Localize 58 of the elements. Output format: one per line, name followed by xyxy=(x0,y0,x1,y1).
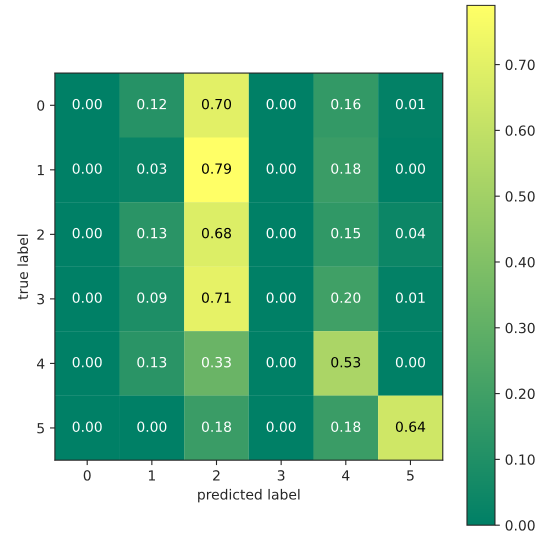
data-label: 0.00 xyxy=(266,292,296,303)
data-label: 0.18 xyxy=(202,421,232,432)
x-tick-label: 1 xyxy=(148,470,155,480)
data-label: 0.20 xyxy=(331,292,360,303)
data-label: 0.01 xyxy=(396,98,425,110)
y-tick-label: 1 xyxy=(38,164,44,176)
data-label: 0.18 xyxy=(331,163,360,174)
color-bar-label: 0.40 xyxy=(506,256,535,268)
data-label: 0.00 xyxy=(396,356,425,368)
data-label: 0.01 xyxy=(396,292,425,303)
y-tick-label: 4 xyxy=(36,358,44,369)
color-bar-label: 0.60 xyxy=(506,125,535,136)
data-label: 0.00 xyxy=(137,421,166,432)
data-label: 0.03 xyxy=(137,163,166,174)
data-label: 0.68 xyxy=(202,228,232,238)
data-label: 0.16 xyxy=(331,98,360,110)
data-label: 0.00 xyxy=(72,163,102,174)
data-label: 0.33 xyxy=(202,356,231,368)
data-label: 0.00 xyxy=(72,98,102,110)
data-label: 0.13 xyxy=(137,356,166,368)
color-bar-label: 0.10 xyxy=(506,454,535,465)
data-label: 0.00 xyxy=(396,163,425,174)
data-label: 0.00 xyxy=(266,356,296,368)
data-label: 0.18 xyxy=(331,421,360,432)
y-tick-label: 3 xyxy=(37,294,44,304)
data-label: 0.79 xyxy=(202,163,231,174)
data-label: 0.00 xyxy=(72,228,102,238)
x-tick-label: 5 xyxy=(407,470,414,481)
color-bar-label: 0.00 xyxy=(506,520,535,531)
color-bar-label: 0.70 xyxy=(506,60,535,70)
data-label: 0.00 xyxy=(266,421,296,432)
x-tick-label: 0 xyxy=(84,470,91,481)
x-tick-label: 4 xyxy=(342,470,350,480)
data-label: 0.15 xyxy=(331,228,360,238)
data-label: 0.71 xyxy=(202,292,231,303)
data-label: 0.00 xyxy=(72,356,102,368)
data-label: 0.00 xyxy=(266,98,296,110)
y-tick-label: 0 xyxy=(37,100,44,111)
data-label: 0.00 xyxy=(72,292,102,303)
y-tick-label: 2 xyxy=(37,229,44,240)
x-axis-title: predicted label xyxy=(198,488,300,502)
x-tick-label: 2 xyxy=(213,470,220,480)
data-label: 0.00 xyxy=(72,421,102,432)
data-label: 0.70 xyxy=(202,98,232,110)
data-label: 0.53 xyxy=(331,356,360,368)
data-label: 0.12 xyxy=(137,98,166,110)
data-label: 0.00 xyxy=(266,228,296,238)
x-tick-label: 3 xyxy=(278,470,284,481)
data-label: 0.09 xyxy=(137,292,166,303)
data-label: 0.64 xyxy=(396,421,426,432)
y-axis-title: true label xyxy=(17,234,28,300)
color-bar-label: 0.20 xyxy=(506,388,535,400)
data-label: 0.13 xyxy=(137,228,166,238)
color-bar-label: 0.30 xyxy=(506,322,535,334)
data-label: 0.00 xyxy=(266,163,296,174)
color-bar-label: 0.50 xyxy=(506,191,535,202)
y-tick-label: 5 xyxy=(37,423,44,434)
data-label: 0.04 xyxy=(396,228,426,238)
